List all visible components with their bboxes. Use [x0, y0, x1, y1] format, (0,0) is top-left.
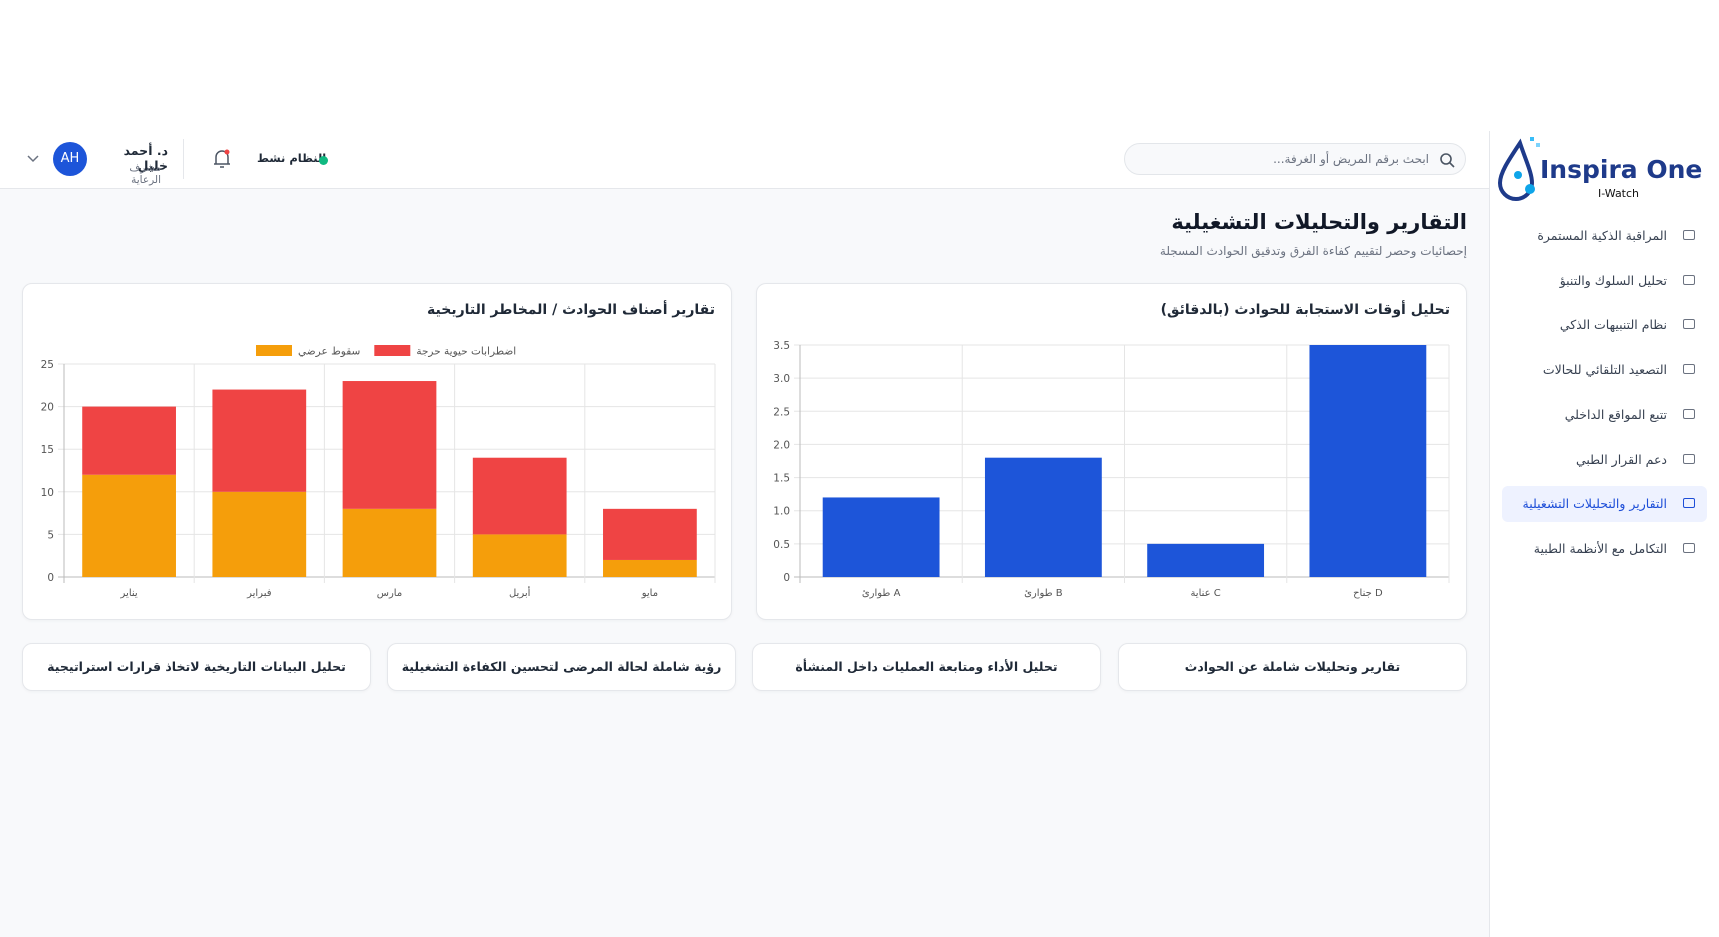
header: ابحث برقم المريض أو الغرفة... النظام نشط… [0, 131, 1489, 189]
nav-label: دعم القرار الطبي [1575, 451, 1667, 467]
nav-icon [1683, 319, 1695, 330]
logo-text: Inspira One [1540, 155, 1703, 184]
nav-item[interactable]: التكامل مع الأنظمة الطبية [1502, 531, 1707, 567]
search-icon [1440, 153, 1455, 168]
nav-label: تحليل السلوك والتنبؤ [1559, 272, 1667, 288]
nav-label: تتبع المواقع الداخلي [1564, 406, 1667, 422]
sidebar: Inspira One I-Watch المراقبة الذكية المس… [1489, 131, 1719, 937]
nav-icon [1683, 408, 1695, 419]
nav-item[interactable]: تحليل السلوك والتنبؤ [1502, 263, 1707, 299]
feature-card[interactable]: رؤية شاملة لحالة المرضى لتحسين الكفاءة ا… [387, 643, 736, 691]
nav-label: المراقبة الذكية المستمرة [1537, 228, 1667, 243]
top-blank [0, 0, 1719, 131]
page-title: التقارير والتحليلات التشغيلية [1171, 210, 1467, 234]
chart-title: تقارير أصناف الحوادث / المخاطر التاريخية [427, 302, 715, 318]
chart-title: تحليل أوقات الاستجابة للحوادث (بالدقائق) [1160, 302, 1450, 318]
page-subtitle: إحصائيات وحصر لتقييم كفاءة الفرق وتدقيق … [1159, 244, 1467, 258]
feature-card[interactable]: تحليل الأداء ومتابعة العمليات داخل المنش… [752, 643, 1101, 691]
search-box[interactable]: ابحث برقم المريض أو الغرفة... [1124, 143, 1466, 175]
status-dot [319, 156, 328, 165]
notification-bell[interactable] [210, 147, 234, 171]
logo-subtitle: I-Watch [1598, 187, 1640, 200]
nav-icon [1683, 274, 1695, 285]
nav-icon [1683, 230, 1695, 240]
nav-icon [1683, 453, 1695, 464]
chart-card: تحليل أوقات الاستجابة للحوادث (بالدقائق) [756, 283, 1467, 620]
nav-item[interactable]: المراقبة الذكية المستمرة [1502, 218, 1707, 254]
feature-card[interactable]: تقارير وتحليلات شاملة عن الحوادث [1118, 643, 1467, 691]
user-menu-chevron[interactable] [26, 153, 40, 165]
avatar[interactable]: AH [53, 142, 87, 176]
user-name: د. أحمد خليل [123, 143, 168, 173]
nav-icon [1683, 364, 1695, 375]
nav-item[interactable]: تتبع المواقع الداخلي [1502, 397, 1707, 433]
nav-item[interactable]: نظام التنبيهات الذكي [1502, 307, 1707, 343]
system-status: النظام نشط [257, 151, 327, 165]
nav-label: التصعيد التلقائي للحالات [1542, 362, 1667, 378]
nav-label: التقارير والتحليلات التشغيلية [1522, 496, 1667, 512]
nav-item[interactable]: التصعيد التلقائي للحالات [1502, 352, 1707, 388]
user-role: مشرف الرعاية [129, 162, 161, 186]
nav-icon [1683, 498, 1695, 509]
nav-label: نظام التنبيهات الذكي [1559, 317, 1667, 333]
divider [183, 139, 184, 179]
logo-mark [1497, 137, 1540, 201]
search-placeholder: ابحث برقم المريض أو الغرفة... [1273, 152, 1429, 166]
nav-icon [1683, 542, 1695, 553]
nav-label: التكامل مع الأنظمة الطبية [1533, 540, 1667, 556]
feature-card[interactable]: تحليل البيانات التاريخية لاتخاذ قرارات ا… [22, 643, 371, 691]
chart-card: تقارير أصناف الحوادث / المخاطر التاريخية [22, 283, 732, 620]
nav-item[interactable]: دعم القرار الطبي [1502, 442, 1707, 478]
nav-item[interactable]: التقارير والتحليلات التشغيلية [1502, 486, 1707, 523]
